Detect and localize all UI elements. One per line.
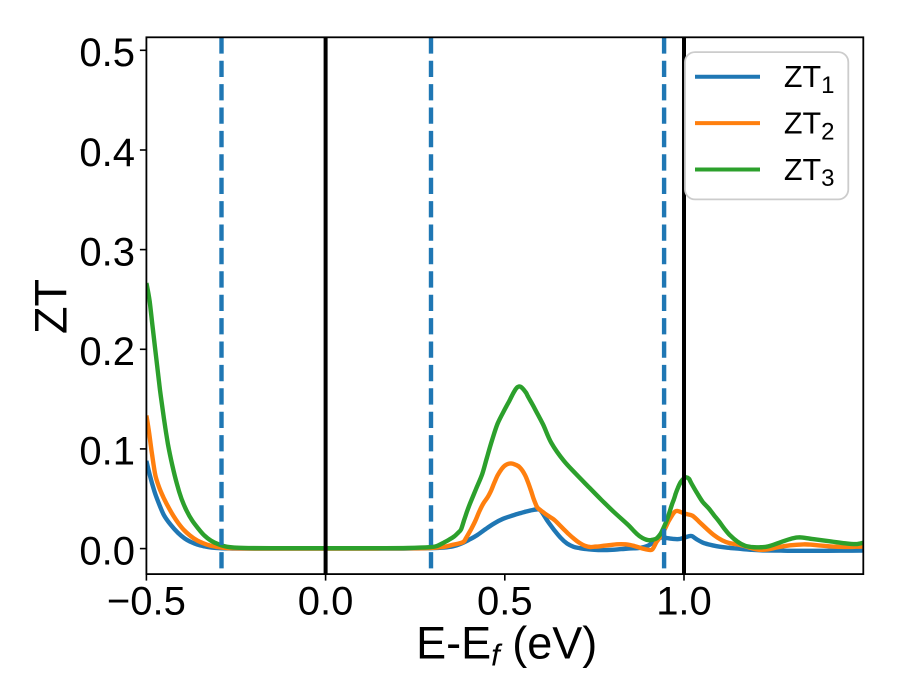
svg-text:ZT2: ZT2 bbox=[784, 106, 835, 145]
svg-text:ZT: ZT bbox=[25, 279, 76, 334]
svg-text:0.1: 0.1 bbox=[79, 430, 135, 474]
svg-text:0.4: 0.4 bbox=[79, 131, 135, 175]
svg-text:0.0: 0.0 bbox=[298, 579, 354, 623]
svg-text:0.0: 0.0 bbox=[79, 529, 135, 573]
svg-text:0.2: 0.2 bbox=[79, 330, 135, 374]
svg-text:−0.5: −0.5 bbox=[107, 579, 186, 623]
svg-text:E-Ef (eV): E-Ef (eV) bbox=[416, 617, 597, 672]
svg-text:1.0: 1.0 bbox=[656, 579, 712, 623]
svg-text:0.5: 0.5 bbox=[79, 31, 135, 75]
svg-text:0.3: 0.3 bbox=[79, 230, 135, 274]
svg-text:0.5: 0.5 bbox=[477, 579, 533, 623]
